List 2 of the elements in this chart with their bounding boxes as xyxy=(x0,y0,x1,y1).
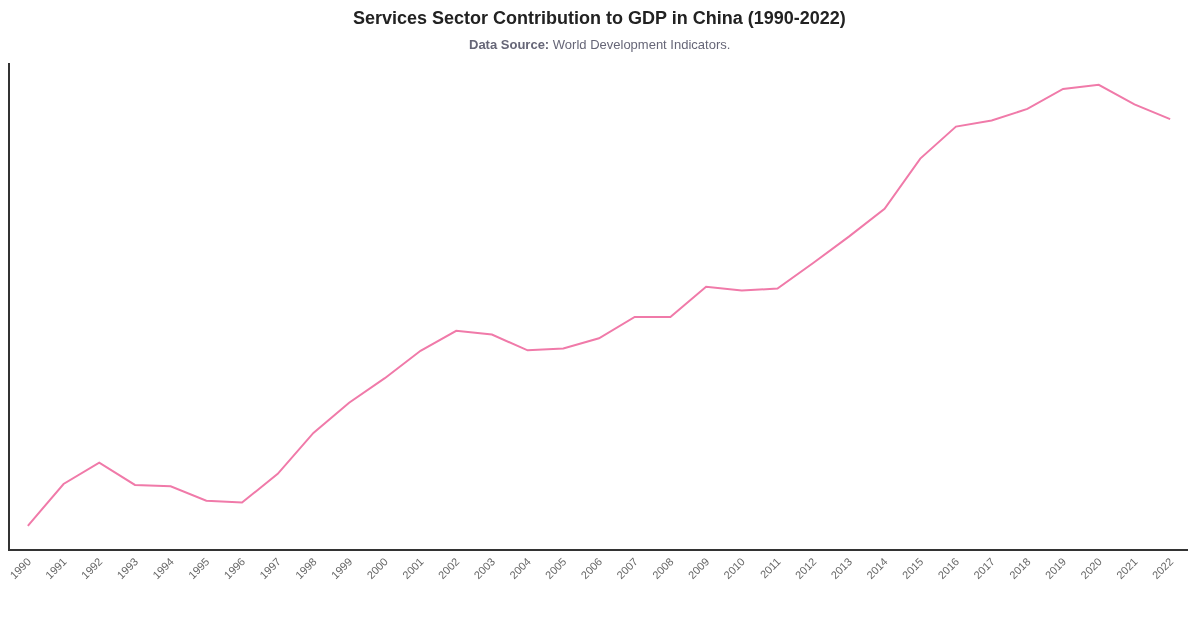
chart-subtitle: Data Source: World Development Indicators. xyxy=(469,37,731,52)
chart-title: Services Sector Contribution to GDP in China (1990-2022) xyxy=(353,8,846,28)
